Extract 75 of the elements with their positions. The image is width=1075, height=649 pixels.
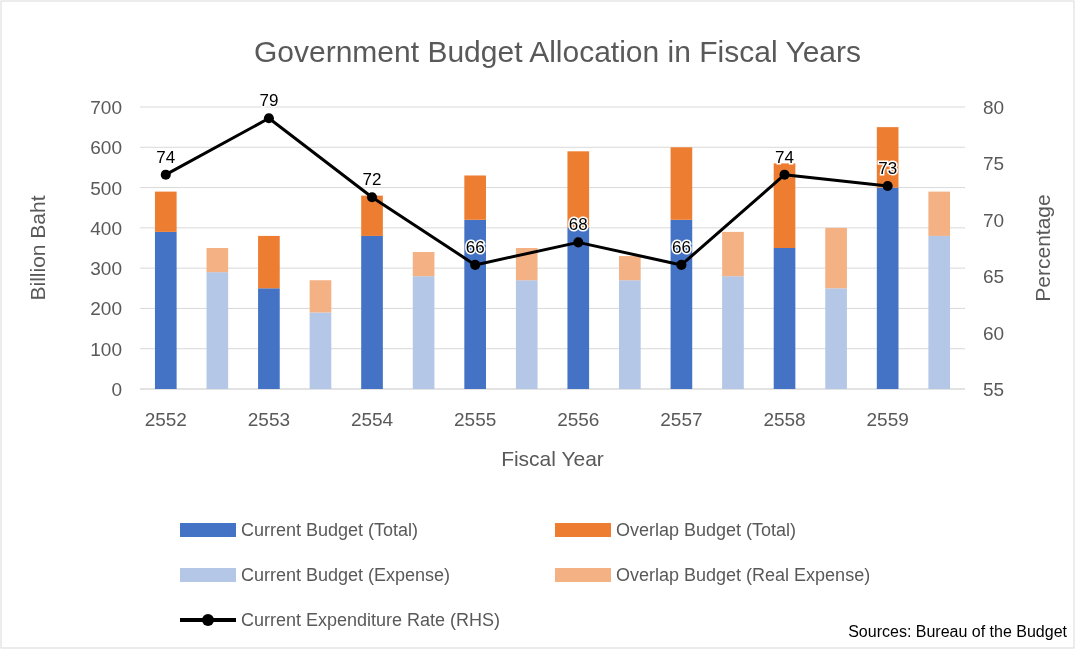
x-tick-label: 2556 (557, 409, 600, 430)
bar (825, 288, 847, 389)
data-label: 74 (775, 147, 794, 167)
bar (515, 280, 538, 389)
bar (619, 256, 641, 281)
bar (619, 280, 641, 389)
bar (361, 235, 383, 389)
y-axis-title: Billion Baht (26, 195, 49, 301)
point (573, 237, 584, 248)
y2-axis-title: Percentage (1031, 194, 1054, 302)
y-tick-label: 200 (90, 298, 122, 320)
bar (464, 219, 486, 389)
y2-tick-label: 55 (983, 379, 1005, 400)
legend-label: Current Budget (Total) (241, 520, 419, 540)
bar (876, 187, 899, 389)
y2-tick-label: 70 (983, 209, 1005, 231)
bar (773, 163, 796, 248)
data-label: 74 (156, 147, 176, 167)
y-tick-label: 700 (90, 97, 122, 118)
y2-tick-label: 75 (983, 153, 1005, 175)
data-label: 72 (362, 170, 382, 190)
y2-tick-label: 65 (983, 266, 1005, 288)
bar (670, 147, 693, 220)
legend-label: Current Expenditure Rate (RHS) (241, 610, 501, 630)
bar (928, 191, 951, 236)
x-axis-title: Fiscal Year (501, 447, 604, 470)
bar (773, 248, 796, 389)
y-tick-label: 0 (111, 379, 122, 400)
point (160, 169, 171, 180)
x-tick-label: 2555 (454, 409, 497, 430)
bar (412, 276, 435, 389)
bar (258, 235, 280, 289)
point (779, 169, 790, 180)
x-tick-label: 2554 (350, 409, 394, 430)
source-note: Sources: Bureau of the Budget (848, 623, 1068, 640)
bar (412, 252, 435, 277)
x-tick-label: 2553 (247, 409, 291, 430)
legend-label: Current Budget (Expense) (241, 565, 451, 585)
bar (464, 175, 486, 220)
bar (154, 231, 177, 389)
bar (515, 248, 538, 281)
y2-tick-label: 80 (983, 97, 1005, 118)
bar (206, 248, 229, 273)
bar (154, 191, 177, 232)
bar (825, 227, 847, 289)
data-label: 73 (878, 158, 898, 178)
data-label: 79 (259, 91, 279, 111)
bar (928, 235, 951, 389)
chart-title: Government Budget Allocation in Fiscal Years (253, 35, 862, 68)
x-tick-label: 2559 (866, 409, 909, 430)
point (470, 259, 481, 270)
y-tick-label: 400 (90, 217, 122, 239)
x-tick-label: 2557 (660, 409, 703, 430)
x-tick-label: 2558 (763, 409, 806, 430)
data-label: 66 (465, 237, 485, 257)
legend-label: Overlap Budget (Total) (616, 520, 797, 540)
data-label: 66 (671, 237, 691, 257)
legend-label: Overlap Budget (Real Expense) (616, 565, 871, 585)
bar (722, 231, 744, 277)
y-tick-label: 500 (90, 177, 122, 199)
bar (722, 276, 744, 389)
point (676, 259, 687, 270)
point (366, 192, 378, 203)
bar (258, 288, 280, 389)
bar (206, 272, 229, 389)
y-tick-label: 100 (90, 338, 122, 360)
y-tick-label: 300 (90, 258, 122, 280)
bar (361, 195, 383, 236)
bar (309, 280, 332, 313)
y2-tick-label: 60 (983, 322, 1005, 344)
point (882, 180, 893, 191)
bar (309, 312, 332, 389)
point (263, 113, 274, 124)
y-tick-label: 600 (90, 137, 122, 159)
x-tick-label: 2552 (144, 409, 187, 430)
